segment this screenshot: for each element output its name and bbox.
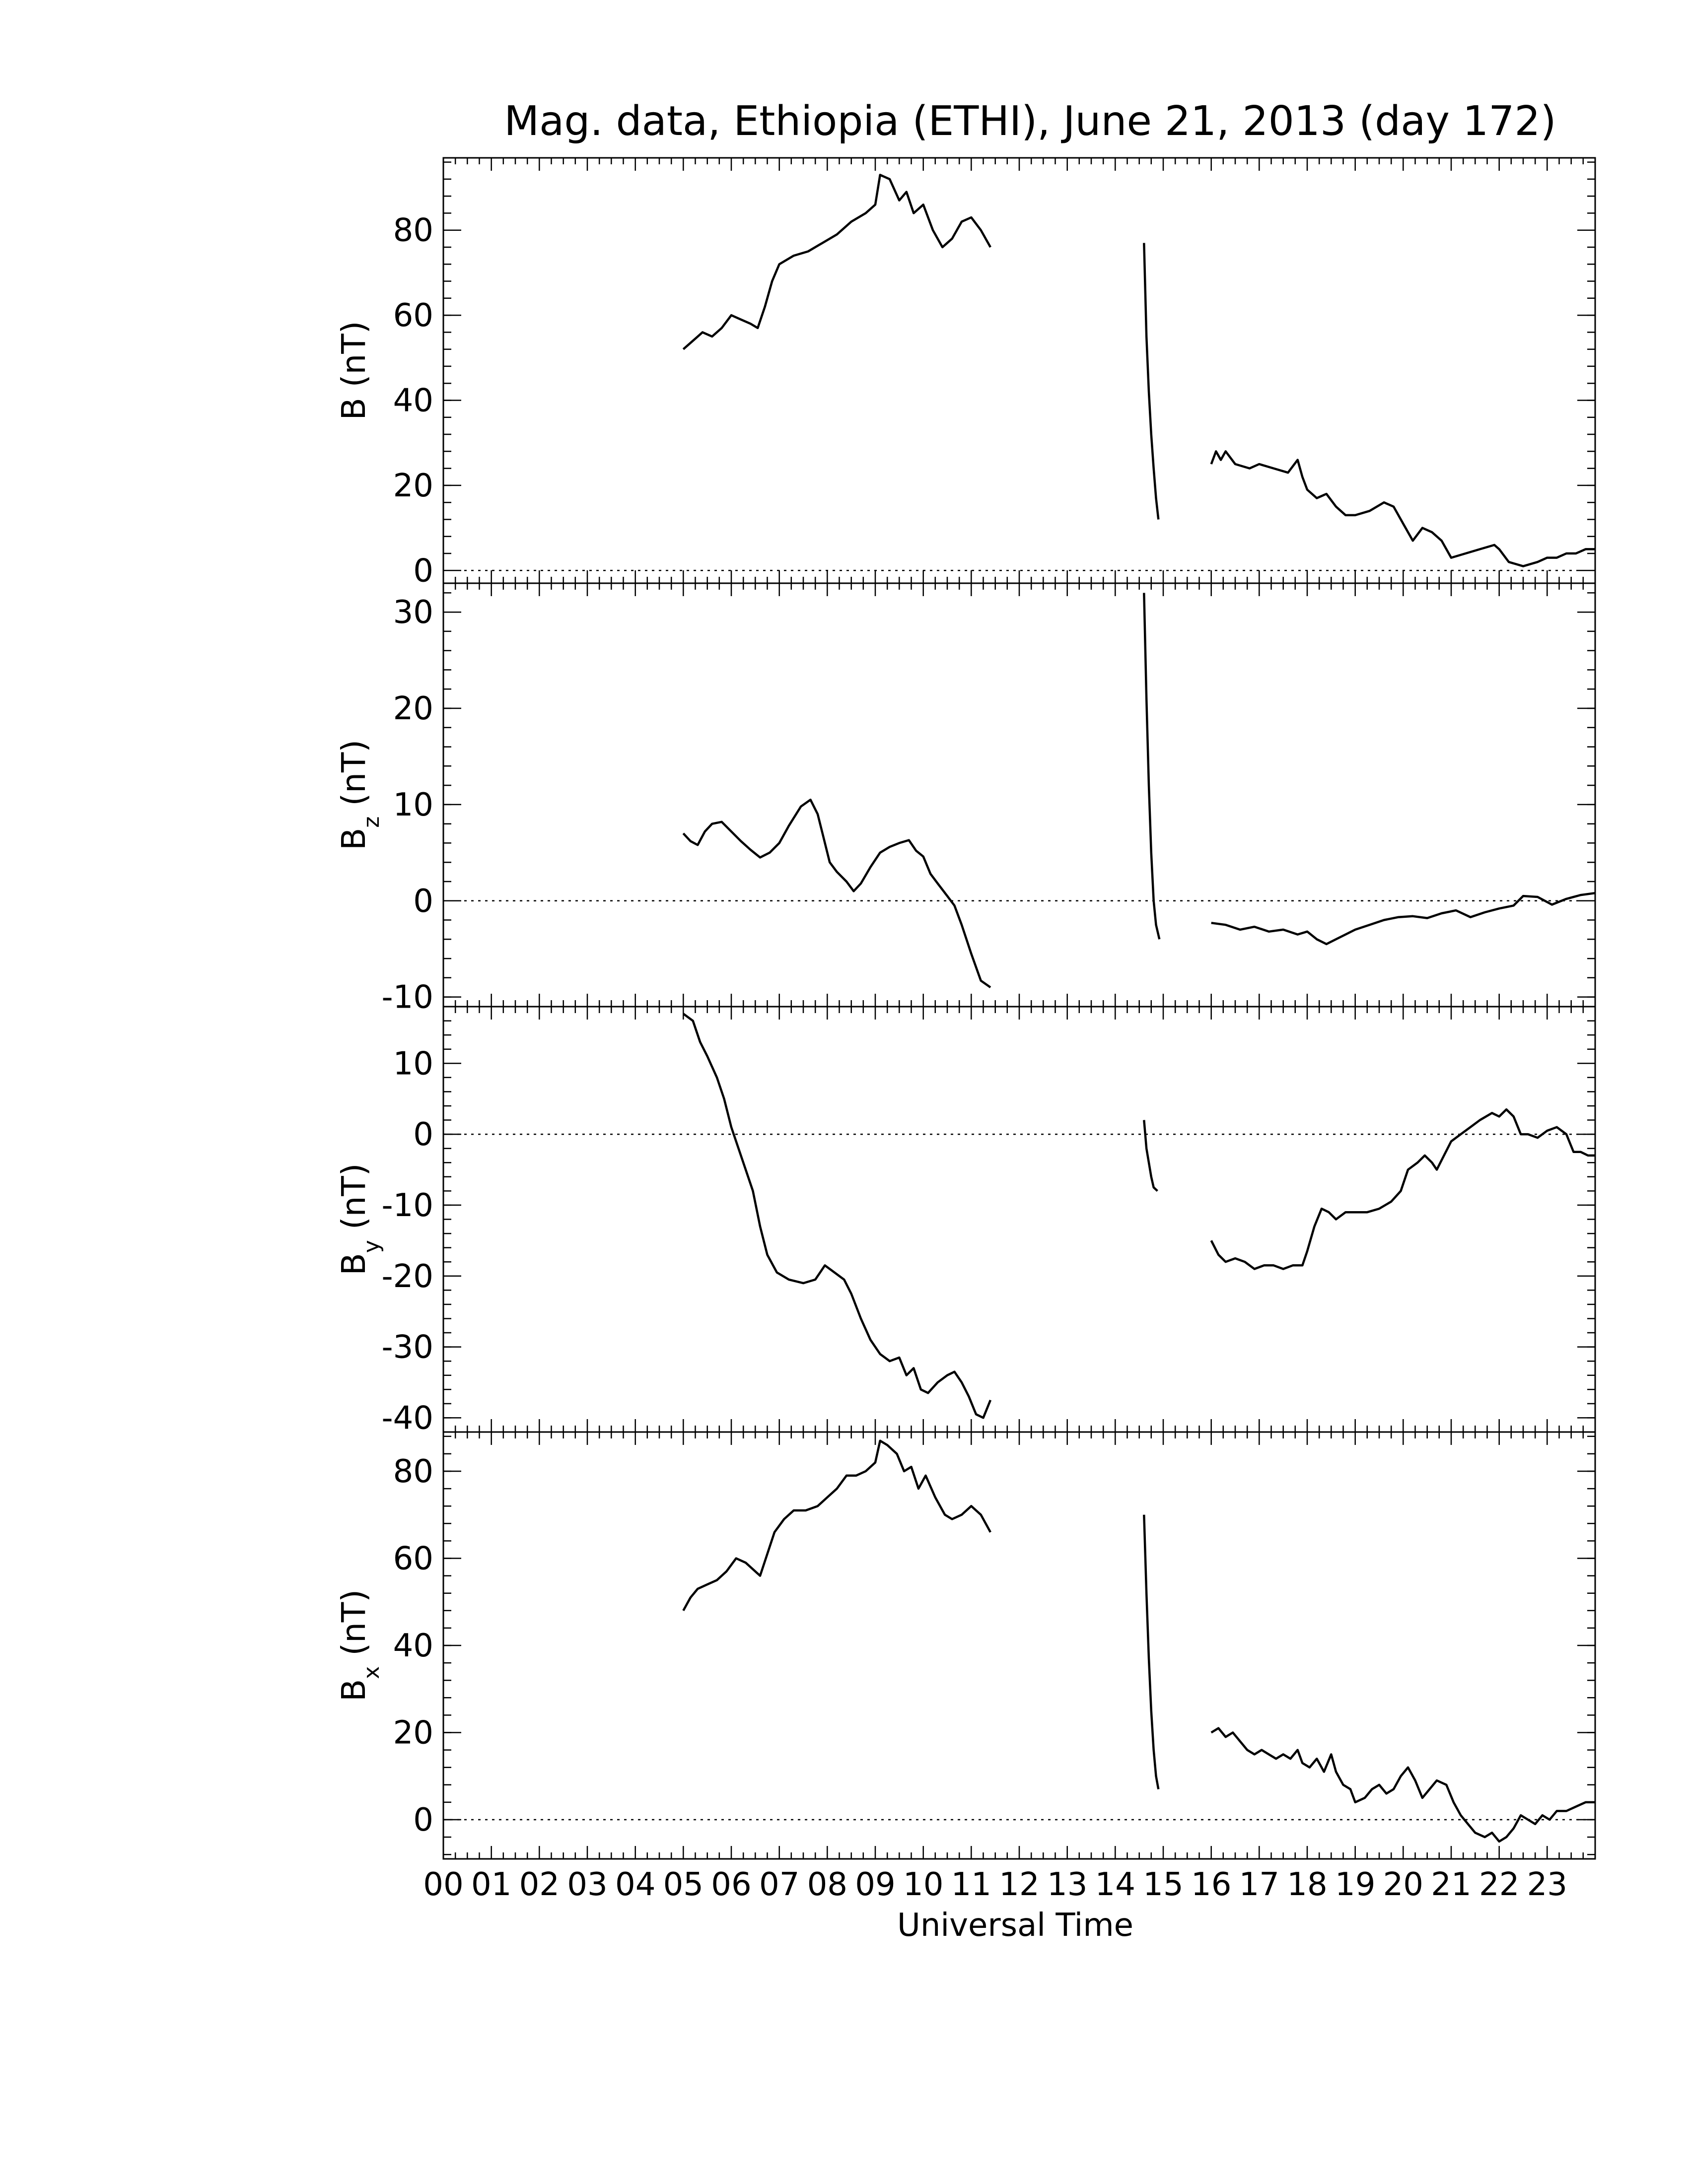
x-tick-label: 06 bbox=[711, 1866, 751, 1903]
panel-frame bbox=[442, 157, 1596, 584]
panel-B: 0 20 40 60 80 B (nT) bbox=[335, 157, 1596, 589]
panel-frame bbox=[442, 1006, 1596, 1433]
y-axis-label-base: B bbox=[335, 1679, 373, 1702]
y-axis-label-subscript: z bbox=[359, 817, 384, 828]
y-tick-label: -10 bbox=[381, 979, 433, 1016]
y-axis-label: B (nT) bbox=[335, 321, 373, 420]
x-axis-label: Universal Time bbox=[897, 1907, 1133, 1944]
x-tick-label: 16 bbox=[1191, 1866, 1231, 1903]
x-tick-label: 23 bbox=[1527, 1866, 1567, 1903]
x-tick-label: 19 bbox=[1335, 1866, 1375, 1903]
y-tick-label: 80 bbox=[393, 1453, 433, 1490]
x-tick-label: 07 bbox=[759, 1866, 799, 1903]
x-tick-label: 03 bbox=[567, 1866, 607, 1903]
x-tick-label: 13 bbox=[1047, 1866, 1087, 1903]
y-minor-ticks bbox=[443, 161, 1595, 571]
series-line-By bbox=[1210, 1108, 1595, 1270]
y-axis-label-base: B bbox=[335, 828, 373, 850]
x-tick-labels: 00 01 02 03 04 05 06 07 08 09 10 11 12 13 14 15 16 17 18 19… bbox=[423, 1866, 1567, 1903]
y-axis-label: Bz (nT) bbox=[335, 740, 384, 850]
series-line-Bx bbox=[682, 1439, 991, 1611]
x-tick-label: 00 bbox=[423, 1866, 463, 1903]
x-tick-label: 17 bbox=[1239, 1866, 1279, 1903]
series-line-Bz bbox=[1211, 891, 1596, 946]
y-tick-label: 40 bbox=[393, 1628, 433, 1664]
x-tick-label: 22 bbox=[1479, 1866, 1519, 1903]
x-tick-label: 11 bbox=[951, 1866, 991, 1903]
y-tick-label: -30 bbox=[381, 1329, 433, 1366]
panel-Bx: 0 20 40 60 80 Bx (nT) bbox=[335, 1431, 1596, 1860]
y-tick-label: 80 bbox=[393, 212, 433, 249]
y-tick-label: 40 bbox=[393, 383, 433, 419]
series-line-By bbox=[682, 1013, 992, 1419]
series-line-Bx bbox=[1143, 1514, 1160, 1790]
y-axis-label-unit: (nT) bbox=[335, 740, 373, 817]
series-line-B bbox=[1143, 243, 1160, 520]
series-line-Bx bbox=[1210, 1727, 1595, 1843]
y-minor-ticks bbox=[443, 1006, 1595, 1433]
x-tick-label: 20 bbox=[1383, 1866, 1423, 1903]
series-line-B bbox=[1210, 450, 1595, 567]
y-axis-label-unit: (nT) bbox=[335, 1589, 373, 1666]
y-axis-label-unit: (nT) bbox=[335, 321, 373, 398]
x-ticks bbox=[442, 1007, 1596, 1432]
y-tick-label: 20 bbox=[393, 468, 433, 504]
x-tick-label: 09 bbox=[855, 1866, 895, 1903]
x-tick-label: 05 bbox=[663, 1866, 703, 1903]
y-tick-label: 30 bbox=[393, 594, 433, 631]
y-tick-label: 0 bbox=[413, 552, 433, 589]
x-tick-label: 14 bbox=[1095, 1866, 1135, 1903]
x-tick-label: 15 bbox=[1143, 1866, 1183, 1903]
x-ticks bbox=[442, 158, 1596, 583]
panel-By: -40 -30 -20 -10 0 10 By (nT) bbox=[335, 1006, 1596, 1436]
x-tick-label: 18 bbox=[1287, 1866, 1327, 1903]
y-tick-label: 0 bbox=[413, 883, 433, 920]
panel-frame bbox=[442, 582, 1596, 1008]
series-line-By bbox=[1143, 1120, 1158, 1192]
y-tick-label: 20 bbox=[393, 1715, 433, 1752]
x-ticks bbox=[442, 1432, 1596, 1859]
y-tick-label: 10 bbox=[393, 787, 433, 823]
y-minor-ticks bbox=[443, 592, 1595, 998]
x-tick-label: 12 bbox=[999, 1866, 1039, 1903]
y-tick-label: 0 bbox=[413, 1802, 433, 1839]
chart-title: Mag. data, Ethiopia (ETHI), June 21, 201… bbox=[504, 98, 1556, 145]
x-tick-label: 08 bbox=[807, 1866, 847, 1903]
x-tick-label: 02 bbox=[519, 1866, 560, 1903]
series-line-Bz bbox=[1143, 593, 1161, 940]
x-ticks bbox=[442, 583, 1596, 1007]
y-tick-label: -10 bbox=[381, 1187, 433, 1224]
y-axis-label-subscript: y bbox=[359, 1240, 384, 1253]
x-tick-label: 10 bbox=[903, 1866, 943, 1903]
y-minor-ticks bbox=[443, 1435, 1595, 1855]
panel-frame bbox=[442, 1431, 1596, 1860]
y-tick-label: 60 bbox=[393, 297, 433, 334]
y-tick-label: -20 bbox=[381, 1258, 433, 1295]
y-axis-label-base: B bbox=[335, 398, 373, 420]
panel-Bz: -10 0 10 20 30 Bz (nT) bbox=[335, 582, 1596, 1016]
y-axis-label-subscript: x bbox=[359, 1666, 384, 1679]
y-tick-label: -40 bbox=[381, 1400, 433, 1436]
x-tick-label: 01 bbox=[471, 1866, 511, 1903]
series-line-B bbox=[682, 174, 991, 350]
y-tick-label: 60 bbox=[393, 1541, 433, 1577]
x-tick-label: 21 bbox=[1431, 1866, 1471, 1903]
y-axis-label: Bx (nT) bbox=[335, 1589, 384, 1702]
y-tick-label: 20 bbox=[393, 690, 433, 727]
x-tick-label: 04 bbox=[615, 1866, 655, 1903]
series-line-Bz bbox=[682, 798, 991, 989]
y-axis-label-base: B bbox=[335, 1253, 373, 1275]
y-tick-label: 10 bbox=[393, 1045, 433, 1082]
y-axis-label: By (nT) bbox=[335, 1163, 384, 1276]
y-axis-label-unit: (nT) bbox=[335, 1163, 373, 1240]
y-tick-label: 0 bbox=[413, 1116, 433, 1153]
